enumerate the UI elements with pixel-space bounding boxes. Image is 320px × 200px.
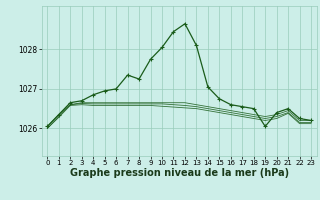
X-axis label: Graphe pression niveau de la mer (hPa): Graphe pression niveau de la mer (hPa): [70, 168, 289, 178]
